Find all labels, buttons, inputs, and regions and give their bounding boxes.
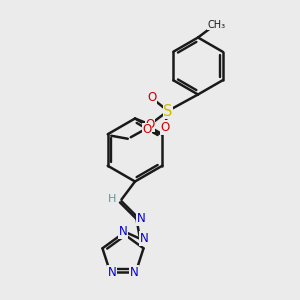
Text: O: O [146, 118, 154, 131]
Text: N: N [118, 225, 127, 239]
Text: O: O [160, 121, 169, 134]
Text: CH₃: CH₃ [208, 20, 226, 30]
Text: N: N [107, 266, 116, 279]
Text: O: O [147, 91, 156, 104]
Text: N: N [136, 212, 146, 226]
Text: N: N [140, 232, 148, 245]
Text: O: O [143, 123, 152, 136]
Text: S: S [163, 103, 173, 118]
Text: H: H [107, 194, 116, 204]
Text: N: N [130, 266, 139, 279]
